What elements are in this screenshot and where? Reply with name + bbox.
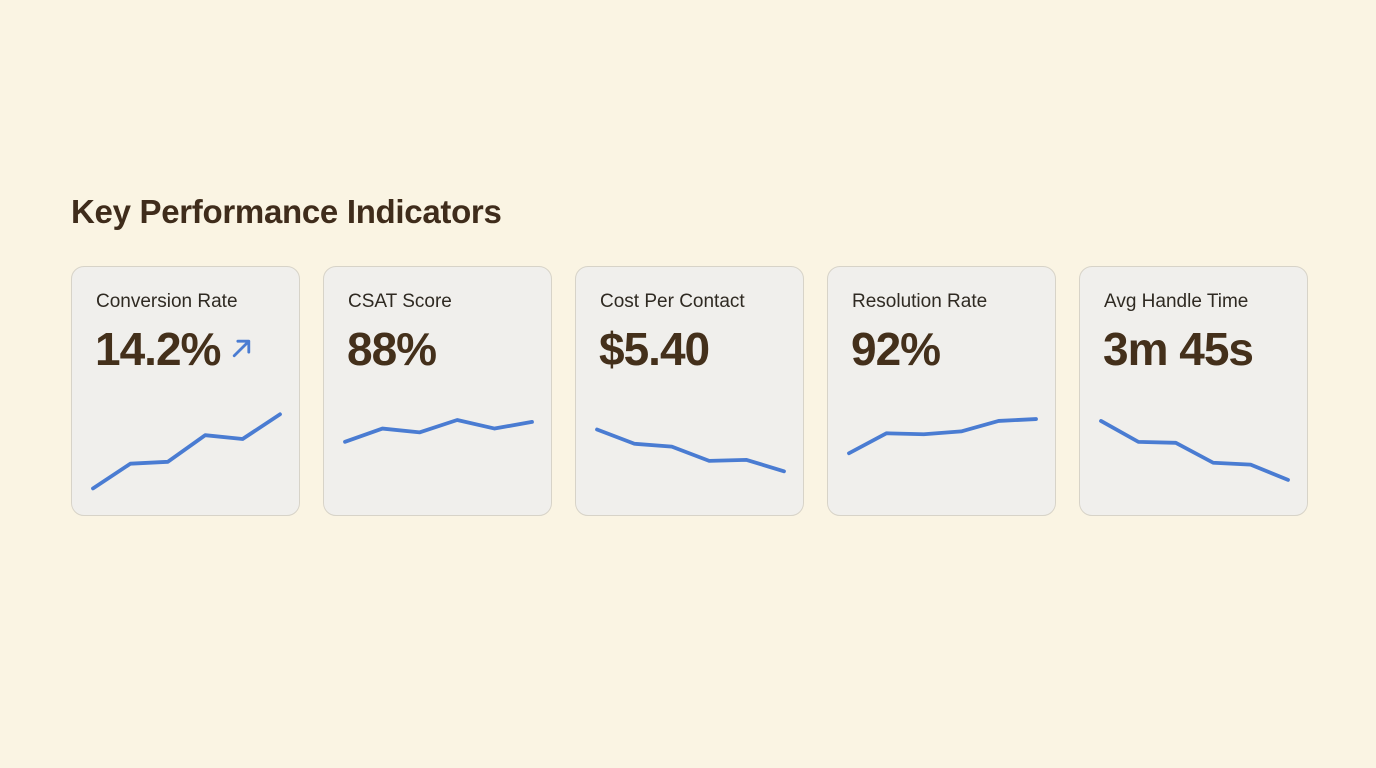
page-title: Key Performance Indicators	[71, 193, 502, 230]
sparkline-path	[345, 420, 532, 442]
kpi-label-conversion-rate: Conversion Rate	[96, 291, 238, 312]
kpi-value-row: 14.2%	[95, 323, 254, 376]
kpi-value-row: 3m 45s	[1103, 323, 1254, 376]
kpi-card-cost-per-contact: Cost Per Contact $5.40	[575, 266, 804, 516]
kpi-value-row: $5.40	[599, 323, 710, 376]
sparkline-chart-resolution-rate	[849, 401, 1036, 496]
sparkline-chart-cost-per-contact	[597, 401, 784, 496]
kpi-value-conversion-rate: 14.2%	[95, 323, 221, 375]
sparkline-chart-avg-handle-time	[1101, 401, 1288, 496]
kpi-card-conversion-rate: Conversion Rate 14.2%	[71, 266, 300, 516]
trend-arrow-up-right-icon	[229, 336, 254, 361]
kpi-card-avg-handle-time: Avg Handle Time 3m 45s	[1079, 266, 1308, 516]
kpi-card-csat-score: CSAT Score 88%	[323, 266, 552, 516]
sparkline-chart-conversion-rate	[93, 401, 280, 496]
kpi-value-csat-score: 88%	[347, 323, 437, 375]
kpi-label-csat-score: CSAT Score	[348, 291, 452, 312]
kpi-value-row: 88%	[347, 323, 437, 376]
sparkline-path	[93, 414, 280, 488]
sparkline-chart-csat-score	[345, 401, 532, 496]
sparkline-path	[849, 419, 1036, 453]
kpi-label-resolution-rate: Resolution Rate	[852, 291, 988, 312]
kpi-value-avg-handle-time: 3m 45s	[1103, 323, 1254, 375]
sparkline-path	[1101, 421, 1288, 480]
sparkline-path	[597, 430, 784, 472]
kpi-card-resolution-rate: Resolution Rate 92%	[827, 266, 1056, 516]
kpi-value-cost-per-contact: $5.40	[599, 323, 710, 375]
kpi-value-row: 92%	[851, 323, 941, 376]
kpi-label-cost-per-contact: Cost Per Contact	[600, 291, 745, 312]
kpi-label-avg-handle-time: Avg Handle Time	[1104, 291, 1249, 312]
kpi-value-resolution-rate: 92%	[851, 323, 941, 375]
kpi-cards-row: Conversion Rate 14.2% CSAT Score 88% Cost Pe…	[71, 266, 1308, 516]
